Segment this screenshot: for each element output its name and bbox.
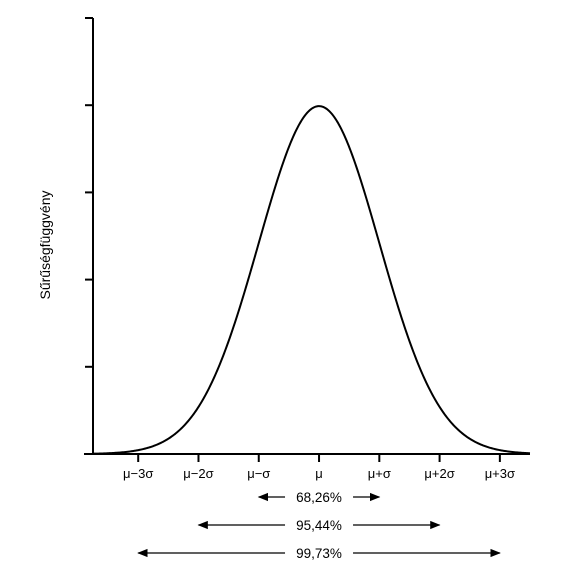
x-tick-label: μ−3σ <box>123 466 153 481</box>
interval-percentage-label: 99,73% <box>296 546 342 561</box>
x-ticks: μ−3σ μ−2σ μ−σ μ μ+σ μ+2σ μ+3σ <box>123 454 515 481</box>
x-tick-label: μ−2σ <box>183 466 213 481</box>
interval-annotation: 68,26% <box>257 490 381 505</box>
percentage-annotations: 68,26% 95,44% 99,73% <box>137 490 501 561</box>
x-tick-label: μ <box>315 466 323 481</box>
x-tick-label: μ+2σ <box>424 466 454 481</box>
x-tick-label: μ+3σ <box>485 466 515 481</box>
x-tick-label: μ−σ <box>247 466 270 481</box>
interval-annotation: 99,73% <box>137 546 501 561</box>
x-tick-label: μ+σ <box>368 466 391 481</box>
interval-percentage-label: 68,26% <box>296 490 342 505</box>
y-ticks <box>85 17 93 455</box>
interval-percentage-label: 95,44% <box>296 518 342 533</box>
interval-annotation: 95,44% <box>197 518 441 533</box>
y-axis-label: Sűrűségfüggvény <box>37 191 53 300</box>
axes <box>84 18 530 455</box>
density-curve <box>92 105 531 455</box>
